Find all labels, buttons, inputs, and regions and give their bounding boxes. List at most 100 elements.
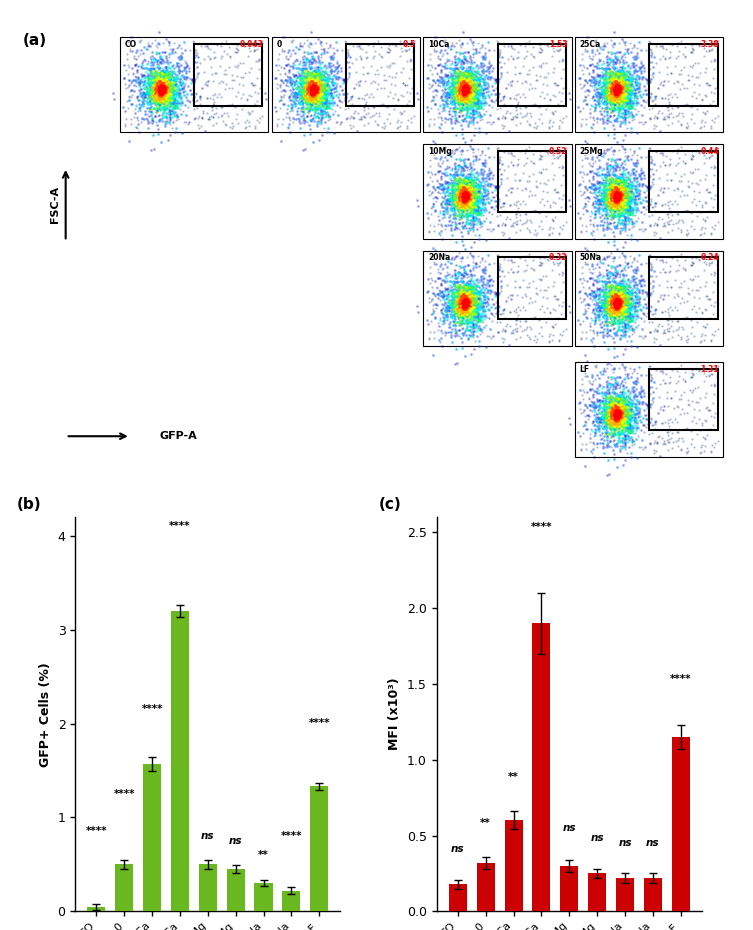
Point [158, 74, 170, 89]
Point [311, 62, 323, 77]
Point [493, 179, 505, 193]
Point [619, 81, 631, 96]
Point [628, 307, 640, 322]
Point [462, 83, 474, 98]
Point [302, 86, 314, 101]
Point [580, 180, 592, 195]
Point [603, 404, 615, 418]
Point [461, 94, 473, 109]
Point [460, 185, 472, 200]
Point [463, 72, 475, 86]
Point [620, 161, 632, 176]
Point [468, 181, 480, 196]
Point [459, 295, 471, 310]
Point [460, 296, 472, 311]
Point [153, 80, 165, 95]
Point [441, 46, 453, 60]
Point [482, 298, 494, 312]
Point [459, 296, 471, 311]
Point [456, 286, 468, 300]
Point [450, 196, 462, 211]
Point [155, 84, 167, 99]
Point [473, 180, 485, 195]
Point [460, 298, 472, 312]
Point [455, 299, 467, 314]
Point [608, 60, 620, 74]
Point [619, 299, 631, 314]
Point [456, 191, 468, 206]
Point [144, 94, 156, 109]
Point [614, 160, 626, 175]
Point [619, 391, 631, 405]
Point [584, 176, 596, 191]
Point [424, 169, 436, 184]
Point [459, 186, 471, 201]
Point [308, 83, 320, 98]
Point [469, 306, 481, 321]
Point [605, 191, 617, 206]
Point [625, 199, 637, 214]
Point [609, 71, 621, 86]
Point [453, 193, 465, 207]
Point [623, 167, 636, 182]
Point [607, 407, 619, 422]
Point [693, 184, 705, 199]
Point [516, 110, 528, 125]
Point [467, 219, 479, 234]
Point [459, 293, 471, 308]
Point [623, 178, 635, 193]
Point [151, 88, 163, 103]
Point [353, 48, 365, 63]
Point [318, 84, 330, 99]
Point [466, 284, 478, 299]
Point [157, 83, 169, 98]
Point [614, 293, 626, 308]
Point [611, 156, 623, 171]
Point [308, 80, 320, 95]
Point [596, 400, 608, 415]
Point [452, 181, 464, 196]
Point [152, 86, 164, 101]
Point [463, 181, 475, 196]
Point [611, 187, 623, 202]
Point [595, 320, 607, 335]
Point [459, 295, 471, 310]
Point [610, 191, 622, 206]
Point [460, 173, 472, 188]
Point [694, 145, 706, 160]
Point [459, 76, 471, 91]
Point [464, 180, 476, 195]
Point [152, 69, 164, 84]
Point [459, 184, 471, 199]
Point [614, 280, 626, 295]
Point [631, 254, 643, 269]
Point [307, 84, 319, 99]
Point [299, 64, 311, 79]
Point [459, 172, 471, 187]
Point [610, 83, 622, 98]
Point [629, 391, 641, 405]
Point [308, 83, 320, 98]
Point [157, 66, 169, 81]
Point [465, 202, 477, 217]
Point [449, 219, 461, 234]
Point [616, 85, 628, 100]
Point [302, 77, 314, 92]
Point [459, 193, 471, 207]
Point [663, 370, 675, 385]
Point [461, 304, 473, 319]
Point [310, 80, 322, 95]
Point [458, 297, 470, 312]
Point [534, 258, 546, 272]
Point [308, 88, 320, 103]
Point [459, 191, 471, 206]
Point [661, 424, 673, 439]
Point [459, 85, 471, 100]
Point [154, 86, 166, 100]
Point [474, 100, 486, 114]
Point [240, 91, 252, 106]
Point [614, 83, 626, 98]
Point [611, 295, 623, 310]
Point [616, 201, 628, 216]
Point [614, 280, 626, 295]
